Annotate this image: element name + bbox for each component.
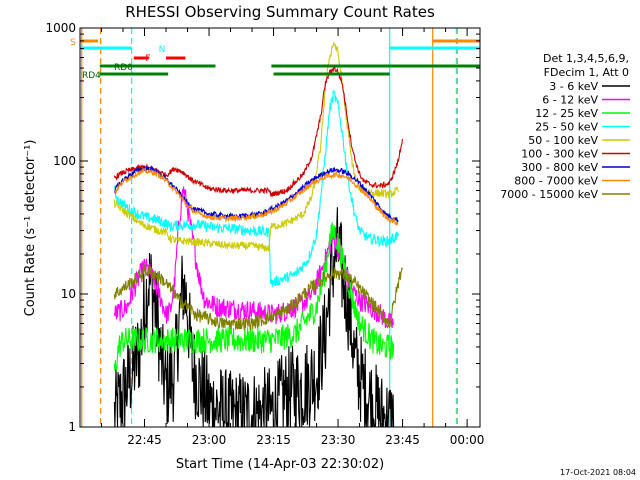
- x-tick-label: 23:30: [321, 433, 356, 447]
- y-tick-label: 1: [68, 420, 76, 434]
- time-markers: [81, 28, 458, 427]
- y-tick-label: 10: [61, 287, 76, 301]
- footer-timestamp: 17-Oct-2021 08:04: [560, 468, 636, 477]
- legend-label-12-25-kev: 12 - 25 keV: [535, 107, 598, 120]
- x-tick-label: 23:15: [256, 433, 291, 447]
- legend-label-3-6-kev: 3 - 6 keV: [549, 80, 598, 93]
- chart-title: RHESSI Observing Summary Count Rates: [125, 3, 435, 21]
- status-bar-label-f: F: [145, 54, 150, 64]
- y-tick-label: 1000: [45, 21, 76, 35]
- status-bars: S NF RD0 RD4: [70, 38, 480, 81]
- series-line-100-300-kev: [113, 65, 403, 197]
- x-axis: 22:45 23:00 23:15 23:30 23:45 00:00: [79, 28, 485, 447]
- legend-label-6-12-kev: 6 - 12 keV: [542, 94, 598, 107]
- x-axis-label: Start Time (14-Apr-03 22:30:02): [176, 457, 384, 472]
- x-tick-label: 23:45: [385, 433, 420, 447]
- y-axis: 1 10 100 1000: [45, 21, 480, 434]
- x-tick-label: 00:00: [450, 433, 485, 447]
- status-bar-label-n: N: [159, 45, 166, 55]
- status-bar-label-s: S: [70, 38, 76, 48]
- series-line-800-7000-kev: [114, 166, 399, 227]
- plot-frame: [79, 27, 481, 428]
- series-line-25-50-kev: [113, 90, 399, 287]
- status-bar-label-rd0: RD0: [114, 63, 133, 73]
- series-line-50-100-kev: [113, 41, 399, 252]
- legend-label-800-7000-kev: 800 - 7000 keV: [514, 175, 598, 188]
- series-line-12-25-kev: [113, 222, 395, 372]
- series-line-3-6-kev: [113, 207, 395, 427]
- y-axis-label: Count Rate (s⁻¹ detector⁻¹): [23, 140, 38, 317]
- legend-label-50-100-kev: 50 - 100 keV: [528, 134, 598, 147]
- legend-header-line-1: Det 1,3,4,5,6,9,: [543, 52, 629, 65]
- legend: Det 1,3,4,5,6,9, FDecim 1, Att 0 3 - 6 k…: [500, 52, 630, 201]
- series-line-7000-15000-kev: [113, 264, 403, 331]
- series-lines: [113, 41, 403, 427]
- y-tick-label: 100: [53, 154, 76, 168]
- x-tick-label: 22:45: [127, 433, 162, 447]
- x-tick-label: 23:00: [192, 433, 227, 447]
- legend-header-line-2: FDecim 1, Att 0: [544, 66, 629, 79]
- legend-label-25-50-kev: 25 - 50 keV: [535, 121, 598, 134]
- status-bar-label-rd4: RD4: [82, 71, 101, 81]
- legend-label-7000-15000-kev: 7000 - 15000 keV: [500, 188, 598, 201]
- legend-label-100-300-kev: 100 - 300 keV: [521, 148, 598, 161]
- legend-label-300-800-kev: 300 - 800 keV: [521, 161, 598, 174]
